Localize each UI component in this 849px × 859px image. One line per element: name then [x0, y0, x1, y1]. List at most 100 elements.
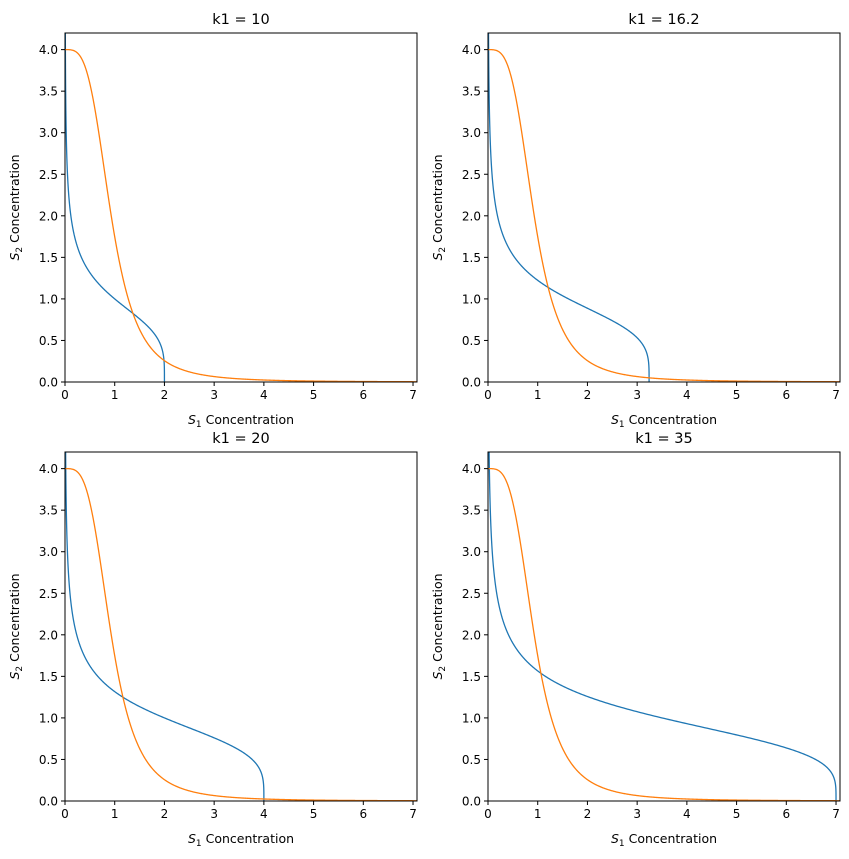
series-line-s2-nullcline: [488, 467, 840, 801]
y-tick-label: 0.0: [462, 795, 481, 809]
x-label-subscript: 1: [619, 420, 625, 430]
x-tick-label: 4: [260, 807, 268, 821]
y-label-text: Concentration: [430, 573, 445, 665]
series-line-s1-nullcline: [65, 33, 166, 382]
y-label-symbol: S: [7, 672, 22, 680]
y-tick-label: 2.5: [39, 168, 58, 182]
y-label-subscript: 2: [15, 247, 25, 253]
y-tick-label: 3.0: [462, 545, 481, 559]
y-tick-label: 2.0: [39, 209, 58, 223]
y-tick-label: 1.0: [39, 292, 58, 306]
y-tick-label: 4.0: [462, 43, 481, 57]
y-tick-label: 1.5: [462, 670, 481, 684]
x-tick-label: 6: [782, 388, 790, 402]
x-tick-label: 2: [161, 388, 169, 402]
series-line-s2-nullcline: [65, 467, 417, 801]
x-tick-label: 5: [733, 388, 741, 402]
y-tick-label: 0.0: [39, 795, 58, 809]
subplot-title: k1 = 16.2: [628, 12, 699, 28]
y-tick-label: 0.5: [462, 753, 481, 767]
y-label-symbol: S: [430, 672, 445, 680]
y-tick-label: 0.0: [462, 376, 481, 390]
x-tick-label: 0: [484, 807, 492, 821]
x-tick-label: 6: [359, 388, 367, 402]
x-axis-label: S1 Concentration: [188, 412, 294, 430]
y-tick-label: 3.5: [39, 85, 58, 99]
x-tick-label: 7: [832, 807, 840, 821]
x-tick-label: 1: [534, 388, 542, 402]
y-axis-label: S2 Concentration: [7, 573, 25, 679]
y-label-text: Concentration: [7, 154, 22, 246]
y-tick-label: 4.0: [39, 462, 58, 476]
y-tick-label: 1.0: [462, 711, 481, 725]
subplot-title: k1 = 20: [212, 431, 269, 447]
y-axis-label: S2 Concentration: [7, 154, 25, 260]
x-tick-label: 2: [161, 807, 169, 821]
series-line-s2-nullcline: [488, 48, 840, 382]
x-tick-label: 2: [584, 807, 592, 821]
y-label-subscript: 2: [438, 247, 448, 253]
x-label-subscript: 1: [619, 839, 625, 849]
y-tick-label: 0.5: [462, 334, 481, 348]
x-tick-label: 2: [584, 388, 592, 402]
x-label-text: Concentration: [202, 412, 294, 427]
y-axis-label: S2 Concentration: [430, 154, 448, 260]
x-tick-label: 4: [260, 388, 268, 402]
y-tick-label: 2.5: [39, 587, 58, 601]
y-tick-label: 2.0: [39, 628, 58, 642]
x-label-symbol: S: [188, 412, 196, 427]
x-tick-label: 3: [210, 388, 218, 402]
axes-frame: [487, 451, 841, 802]
x-tick-label: 7: [409, 388, 417, 402]
subplot-title: k1 = 35: [635, 431, 692, 447]
y-tick-label: 1.5: [39, 670, 58, 684]
x-label-symbol: S: [611, 412, 619, 427]
x-tick-label: 1: [111, 807, 119, 821]
y-tick-label: 0.0: [39, 376, 58, 390]
axes-frame: [487, 32, 841, 383]
y-tick-label: 0.5: [39, 334, 58, 348]
subplot-title: k1 = 10: [212, 12, 269, 28]
x-tick-label: 7: [832, 388, 840, 402]
y-label-subscript: 2: [438, 666, 448, 672]
y-tick-label: 1.0: [39, 711, 58, 725]
y-label-text: Concentration: [7, 573, 22, 665]
y-tick-label: 1.5: [39, 251, 58, 265]
y-label-symbol: S: [7, 253, 22, 261]
x-label-subscript: 1: [196, 839, 202, 849]
x-tick-label: 6: [359, 807, 367, 821]
y-label-text: Concentration: [430, 154, 445, 246]
series-line-s1-nullcline: [488, 452, 837, 801]
x-tick-label: 4: [683, 388, 691, 402]
y-tick-label: 4.0: [462, 462, 481, 476]
y-tick-label: 1.5: [462, 251, 481, 265]
x-label-text: Concentration: [202, 831, 294, 846]
y-tick-label: 3.0: [39, 545, 58, 559]
y-tick-label: 3.0: [39, 126, 58, 140]
x-label-text: Concentration: [625, 412, 717, 427]
series-line-s1-nullcline: [65, 452, 265, 801]
x-tick-label: 1: [111, 388, 119, 402]
axes-frame: [64, 451, 418, 802]
y-tick-label: 0.5: [39, 753, 58, 767]
subplot-1: k1 = 10 0 1 2 3 4 5 6 7 0.0 0.5 1.0 1.5 2.0 2.5 3.0 3.5 4…: [7, 12, 418, 430]
y-tick-label: 2.0: [462, 628, 481, 642]
series-line-s1-nullcline: [488, 33, 650, 382]
x-tick-label: 6: [782, 807, 790, 821]
y-tick-label: 3.5: [39, 504, 58, 518]
subplot-3: k1 = 20 0 1 2 3 4 5 6 7 0.0 0.5 1.0 1.5 2.0 2.5 3.0 3.5 4…: [7, 431, 418, 849]
y-tick-label: 4.0: [39, 43, 58, 57]
x-tick-label: 7: [409, 807, 417, 821]
x-axis-label: S1 Concentration: [188, 831, 294, 849]
y-tick-label: 3.5: [462, 504, 481, 518]
x-tick-label: 4: [683, 807, 691, 821]
y-tick-label: 2.5: [462, 587, 481, 601]
x-label-subscript: 1: [196, 420, 202, 430]
x-tick-label: 0: [484, 388, 492, 402]
axes-frame: [64, 32, 418, 383]
subplot-4: k1 = 35 0 1 2 3 4 5 6 7 0.0 0.5 1.0 1.5 2.0 2.5 3.0 3.5 4…: [430, 431, 841, 849]
y-tick-label: 1.0: [462, 292, 481, 306]
x-label-symbol: S: [611, 831, 619, 846]
